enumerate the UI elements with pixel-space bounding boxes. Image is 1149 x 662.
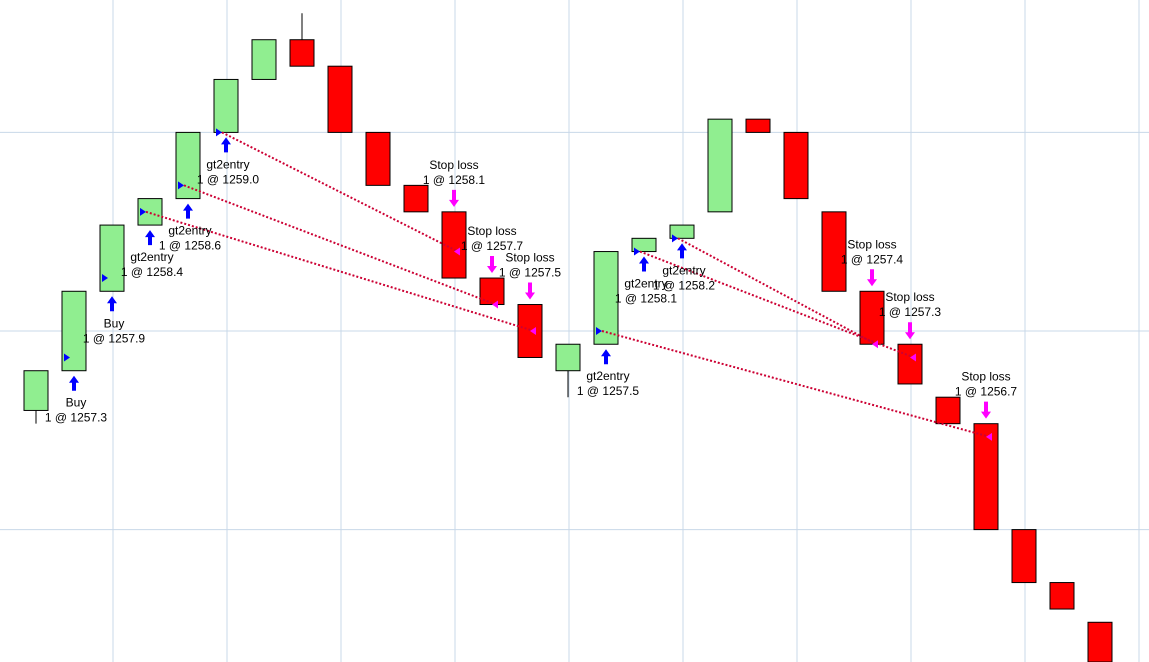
candle-body xyxy=(745,118,771,133)
candle-body xyxy=(251,39,277,80)
execution-name: Buy xyxy=(104,316,125,330)
execution-name: gt2entry xyxy=(662,263,705,277)
exit-arrow xyxy=(525,282,535,300)
trade-line xyxy=(639,250,915,359)
execution-name: Buy xyxy=(66,396,87,410)
execution-name: Stop loss xyxy=(429,158,478,172)
entry-marker xyxy=(64,353,70,362)
candle-body xyxy=(365,131,391,186)
candle-body xyxy=(859,290,885,345)
execution-name: gt2entry xyxy=(168,224,211,238)
execution-name: gt2entry xyxy=(586,369,629,383)
candle-body xyxy=(441,211,467,279)
candle-body xyxy=(631,237,657,253)
entry-arrow xyxy=(677,243,687,259)
execution-name: Stop loss xyxy=(505,251,554,265)
exit-arrow xyxy=(905,322,915,340)
execution-name: Stop loss xyxy=(885,290,934,304)
entry-arrow xyxy=(601,349,611,365)
execution-label: 1 @ 1258.1 xyxy=(423,173,486,187)
exit-arrow xyxy=(487,256,497,274)
execution-label: 1 @ 1258.1 xyxy=(615,292,678,306)
execution-label: 1 @ 1257.9 xyxy=(83,331,146,345)
exit-marker xyxy=(986,432,992,441)
entry-arrow xyxy=(183,203,193,219)
candle-body xyxy=(669,224,695,239)
candle-body xyxy=(783,131,809,200)
execution-name: Stop loss xyxy=(847,237,896,251)
execution-label: 1 @ 1257.4 xyxy=(841,252,904,266)
exit-arrow xyxy=(981,401,991,419)
candle-body xyxy=(213,78,239,133)
exit-marker xyxy=(530,327,536,335)
candle-body xyxy=(99,224,125,292)
execution-label: 1 @ 1259.0 xyxy=(197,172,260,186)
candle-body xyxy=(1049,582,1075,610)
exit-marker xyxy=(910,353,916,362)
candle-body xyxy=(897,343,923,385)
execution-name: Stop loss xyxy=(961,370,1010,384)
execution-name: gt2entry xyxy=(624,277,667,291)
candle-body xyxy=(1011,529,1037,584)
execution-name: Stop loss xyxy=(467,224,516,238)
trade-line xyxy=(221,131,459,253)
exit-arrow xyxy=(449,189,459,207)
exit-marker xyxy=(492,300,498,309)
entry-marker xyxy=(140,207,146,216)
execution-label: 1 @ 1258.6 xyxy=(159,239,222,253)
execution-label: 1 @ 1257.3 xyxy=(879,305,942,319)
entry-marker xyxy=(672,234,678,243)
exit-marker xyxy=(454,247,460,256)
execution-label: 1 @ 1257.5 xyxy=(577,384,640,398)
exit-arrow xyxy=(867,269,877,287)
candle-body xyxy=(935,396,961,425)
candle-body xyxy=(1087,621,1113,662)
entry-marker xyxy=(634,247,640,256)
candle-body xyxy=(327,65,353,133)
entry-marker xyxy=(596,327,602,335)
execution-label: 1 @ 1257.5 xyxy=(499,266,562,280)
candle-body xyxy=(289,39,315,67)
trade-line xyxy=(677,237,877,346)
candle-body xyxy=(555,343,581,372)
entry-marker xyxy=(178,181,184,190)
execution-label: 1 @ 1258.4 xyxy=(121,265,184,279)
trade-line xyxy=(601,330,991,438)
entry-arrow xyxy=(221,137,231,153)
exit-marker xyxy=(872,340,878,349)
candle-body xyxy=(973,423,999,531)
execution-name: gt2entry xyxy=(206,157,249,171)
candle-body xyxy=(707,118,733,213)
candle-body xyxy=(403,184,429,213)
candle-body xyxy=(23,370,49,411)
execution-label: 1 @ 1257.3 xyxy=(45,411,108,425)
candle-body xyxy=(821,211,847,292)
entry-marker xyxy=(102,274,108,283)
execution-label: 1 @ 1257.7 xyxy=(461,239,524,253)
entry-arrow xyxy=(639,256,649,272)
execution-name: gt2entry xyxy=(130,250,173,264)
execution-label: 1 @ 1258.2 xyxy=(653,278,716,292)
entry-marker xyxy=(216,128,222,137)
entry-arrow xyxy=(145,230,155,246)
entry-arrow xyxy=(107,296,117,312)
candle-body xyxy=(175,131,201,200)
entry-arrow xyxy=(69,375,79,391)
execution-label: 1 @ 1256.7 xyxy=(955,385,1018,399)
